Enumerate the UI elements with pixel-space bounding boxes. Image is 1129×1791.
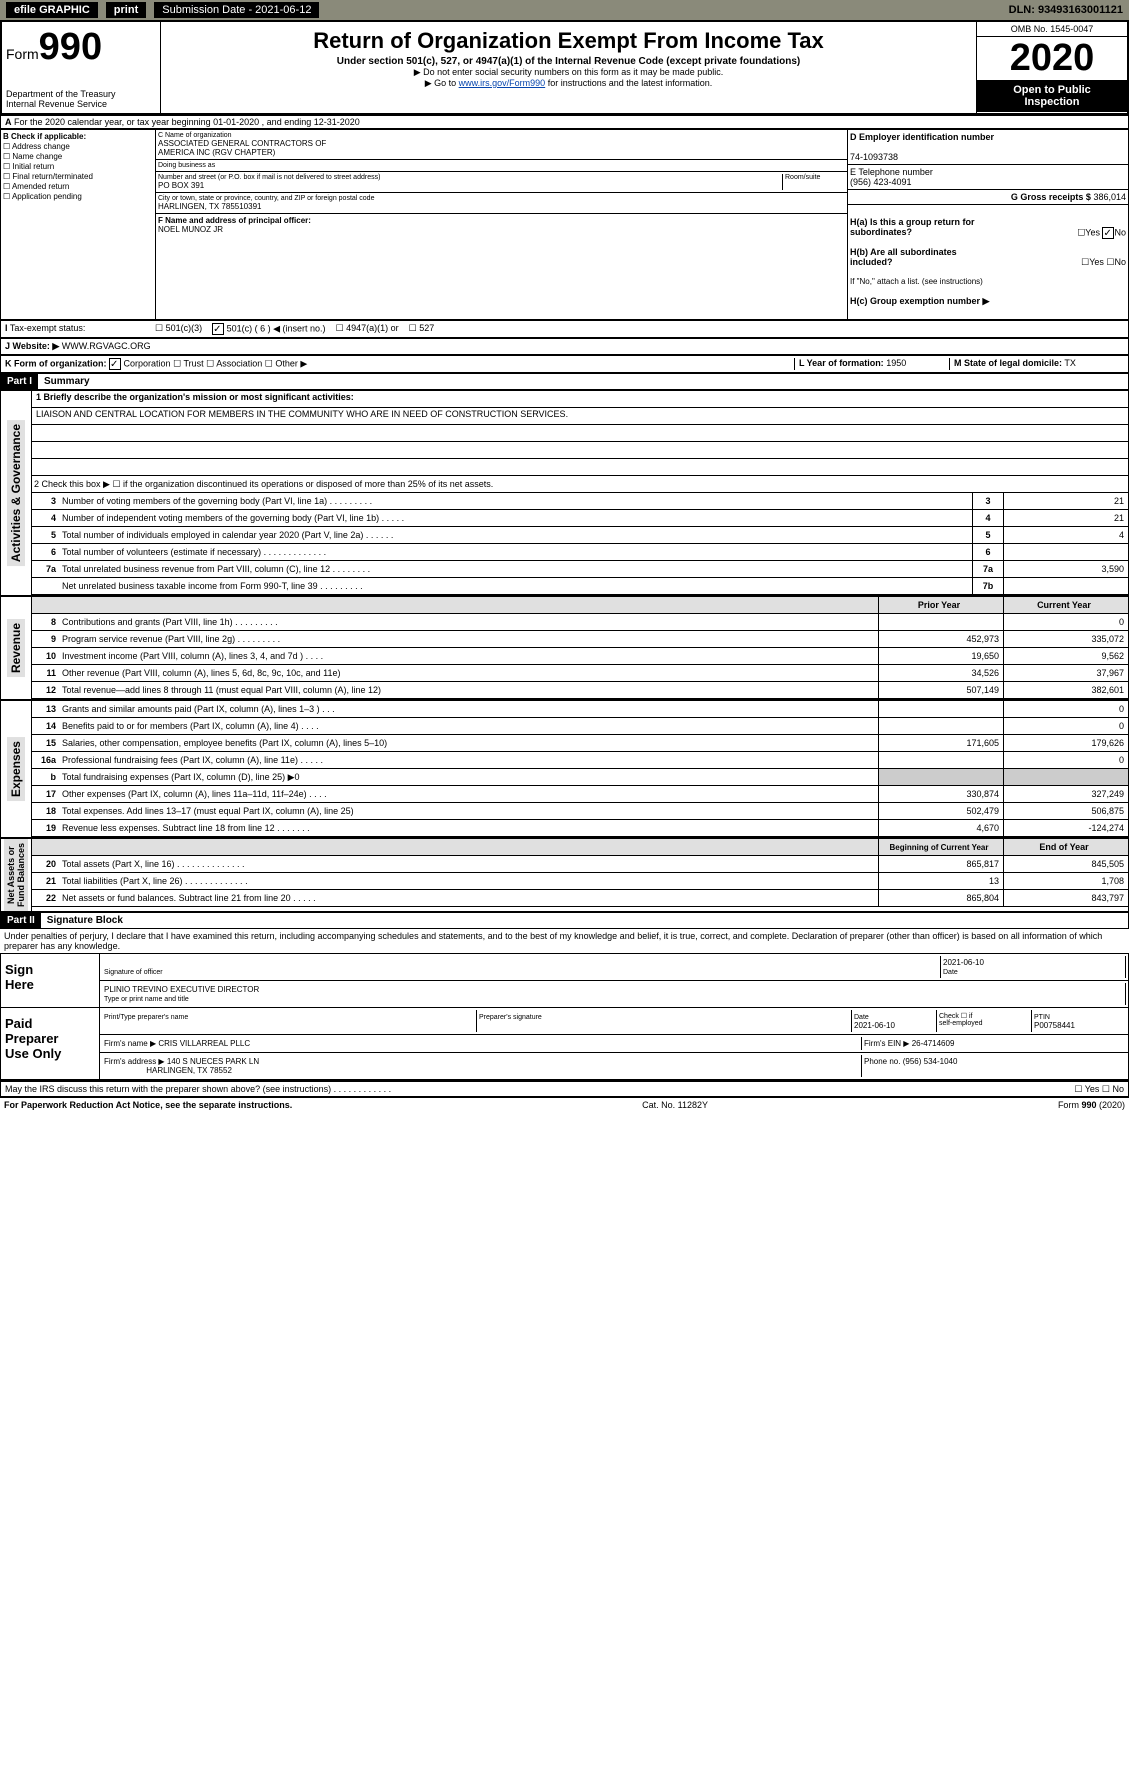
- side-revenue: Revenue: [7, 619, 25, 677]
- cb-address-change[interactable]: ☐ Address change: [3, 142, 153, 151]
- form-title: Return of Organization Exempt From Incom…: [167, 28, 970, 54]
- table-row: bTotal fundraising expenses (Part IX, co…: [32, 769, 1128, 786]
- table-row: 20Total assets (Part X, line 16) . . . .…: [32, 856, 1128, 873]
- org-name: ASSOCIATED GENERAL CONTRACTORS OF AMERIC…: [158, 139, 845, 157]
- discuss-row: May the IRS discuss this return with the…: [0, 1081, 1129, 1097]
- form-word: Form: [6, 46, 39, 62]
- submission-date: Submission Date - 2021-06-12: [154, 2, 319, 18]
- table-row: 16aProfessional fundraising fees (Part I…: [32, 752, 1128, 769]
- cb-name-change[interactable]: ☐ Name change: [3, 152, 153, 161]
- note-goto-b: for instructions and the latest informat…: [545, 78, 712, 88]
- top-toolbar: efile GRAPHIC print Submission Date - 20…: [0, 0, 1129, 20]
- firm-phone: (956) 534-1040: [903, 1057, 958, 1066]
- year-formed: 1950: [886, 358, 906, 368]
- activities-governance: Activities & Governance 1 Briefly descri…: [0, 390, 1129, 596]
- org-city: HARLINGEN, TX 785510391: [158, 202, 845, 211]
- website-row: J Website: ▶ WWW.RGVAGC.ORG: [0, 338, 1129, 355]
- table-row: 3Number of voting members of the governi…: [32, 493, 1128, 510]
- expenses-section: Expenses 13Grants and similar amounts pa…: [0, 700, 1129, 838]
- side-netassets: Net Assets or Fund Balances: [4, 839, 28, 911]
- form-ref: Form 990 (2020): [1058, 1100, 1125, 1110]
- footer: For Paperwork Reduction Act Notice, see …: [0, 1097, 1129, 1112]
- table-row: 10Investment income (Part VIII, column (…: [32, 648, 1128, 665]
- table-row: 5Total number of individuals employed in…: [32, 527, 1128, 544]
- cb-initial-return[interactable]: ☐ Initial return: [3, 162, 153, 171]
- table-row: 13Grants and similar amounts paid (Part …: [32, 701, 1128, 718]
- section-a-grid: B Check if applicable: ☐ Address change …: [0, 129, 1129, 320]
- perjury-decl: Under penalties of perjury, I declare th…: [0, 929, 1129, 953]
- cb-amended[interactable]: ☐ Amended return: [3, 182, 153, 191]
- netassets-section: Net Assets or Fund Balances Beginning of…: [0, 838, 1129, 912]
- table-row: 4Number of independent voting members of…: [32, 510, 1128, 527]
- phone: (956) 423-4091: [850, 177, 912, 187]
- efile-link[interactable]: efile GRAPHIC: [6, 2, 98, 18]
- note-goto-a: ▶ Go to: [425, 78, 459, 88]
- 501c-checkbox[interactable]: [212, 323, 224, 335]
- table-row: 18Total expenses. Add lines 13–17 (must …: [32, 803, 1128, 820]
- website: WWW.RGVAGC.ORG: [62, 341, 151, 351]
- table-row: Net unrelated business taxable income fr…: [32, 578, 1128, 595]
- side-ag: Activities & Governance: [7, 420, 25, 566]
- signature-block: Sign Here Signature of officer2021-06-10…: [0, 953, 1129, 1081]
- period-line: A For the 2020 calendar year, or tax yea…: [0, 115, 1129, 129]
- sign-here-label: Sign Here: [1, 954, 100, 1007]
- table-row: 8Contributions and grants (Part VIII, li…: [32, 614, 1128, 631]
- ein: 74-1093738: [850, 152, 898, 162]
- table-row: 22Net assets or fund balances. Subtract …: [32, 890, 1128, 907]
- form-number: 990: [39, 26, 102, 68]
- officer-name: NOEL MUNOZ JR: [158, 225, 223, 234]
- ptin: P00758441: [1034, 1021, 1075, 1030]
- gross-receipts: 386,014: [1093, 192, 1126, 202]
- part1-header: Part ISummary: [0, 373, 1129, 390]
- open-inspection: Open to Public Inspection: [977, 80, 1127, 112]
- officer-printed: PLINIO TREVINO EXECUTIVE DIRECTOR: [104, 985, 259, 994]
- form-header: Form990 Department of the Treasury Inter…: [0, 20, 1129, 115]
- pra-notice: For Paperwork Reduction Act Notice, see …: [4, 1100, 292, 1110]
- hano-checkbox[interactable]: [1102, 227, 1114, 239]
- tax-status-row: I Tax-exempt status: ☐ 501(c)(3) 501(c) …: [0, 320, 1129, 338]
- table-row: 9Program service revenue (Part VIII, lin…: [32, 631, 1128, 648]
- klm-row: K Form of organization: Corporation ☐ Tr…: [0, 355, 1129, 373]
- dln-label: DLN: 93493163001121: [1009, 4, 1123, 16]
- cb-app-pending[interactable]: ☐ Application pending: [3, 192, 153, 201]
- side-expenses: Expenses: [7, 737, 25, 801]
- domicile: TX: [1064, 358, 1076, 368]
- table-row: 15Salaries, other compensation, employee…: [32, 735, 1128, 752]
- part2-header: Part IISignature Block: [0, 912, 1129, 929]
- firm-name: CRIS VILLARREAL PLLC: [158, 1039, 250, 1048]
- revenue-section: Revenue Prior YearCurrent Year 8Contribu…: [0, 596, 1129, 700]
- table-row: 14Benefits paid to or for members (Part …: [32, 718, 1128, 735]
- omb-number: OMB No. 1545-0047: [977, 22, 1127, 37]
- irs-link[interactable]: www.irs.gov/Form990: [459, 78, 546, 88]
- form-subtitle: Under section 501(c), 527, or 4947(a)(1)…: [165, 56, 972, 67]
- sign-date: 2021-06-10: [943, 958, 984, 967]
- print-button[interactable]: print: [106, 2, 146, 18]
- box-b: B Check if applicable: ☐ Address change …: [1, 130, 156, 319]
- org-address: PO BOX 391: [158, 181, 782, 190]
- table-row: 11Other revenue (Part VIII, column (A), …: [32, 665, 1128, 682]
- paid-preparer-label: Paid Preparer Use Only: [1, 1008, 100, 1079]
- firm-address: 140 S NUECES PARK LN: [167, 1057, 259, 1066]
- corp-checkbox[interactable]: [109, 358, 121, 370]
- prep-date: 2021-06-10: [854, 1021, 895, 1030]
- cb-final-return[interactable]: ☐ Final return/terminated: [3, 172, 153, 181]
- table-row: 12Total revenue—add lines 8 through 11 (…: [32, 682, 1128, 699]
- table-row: 21Total liabilities (Part X, line 26) . …: [32, 873, 1128, 890]
- note-ssn: ▶ Do not enter social security numbers o…: [165, 67, 972, 78]
- mission-text: LIAISON AND CENTRAL LOCATION FOR MEMBERS…: [32, 408, 1128, 425]
- dept-label: Department of the Treasury Internal Reve…: [6, 89, 156, 109]
- table-row: 7aTotal unrelated business revenue from …: [32, 561, 1128, 578]
- firm-ein: 26-4714609: [912, 1039, 955, 1048]
- table-row: 6Total number of volunteers (estimate if…: [32, 544, 1128, 561]
- tax-year: 2020: [977, 37, 1127, 80]
- table-row: 17Other expenses (Part IX, column (A), l…: [32, 786, 1128, 803]
- cat-no: Cat. No. 11282Y: [642, 1100, 708, 1110]
- table-row: 19Revenue less expenses. Subtract line 1…: [32, 820, 1128, 837]
